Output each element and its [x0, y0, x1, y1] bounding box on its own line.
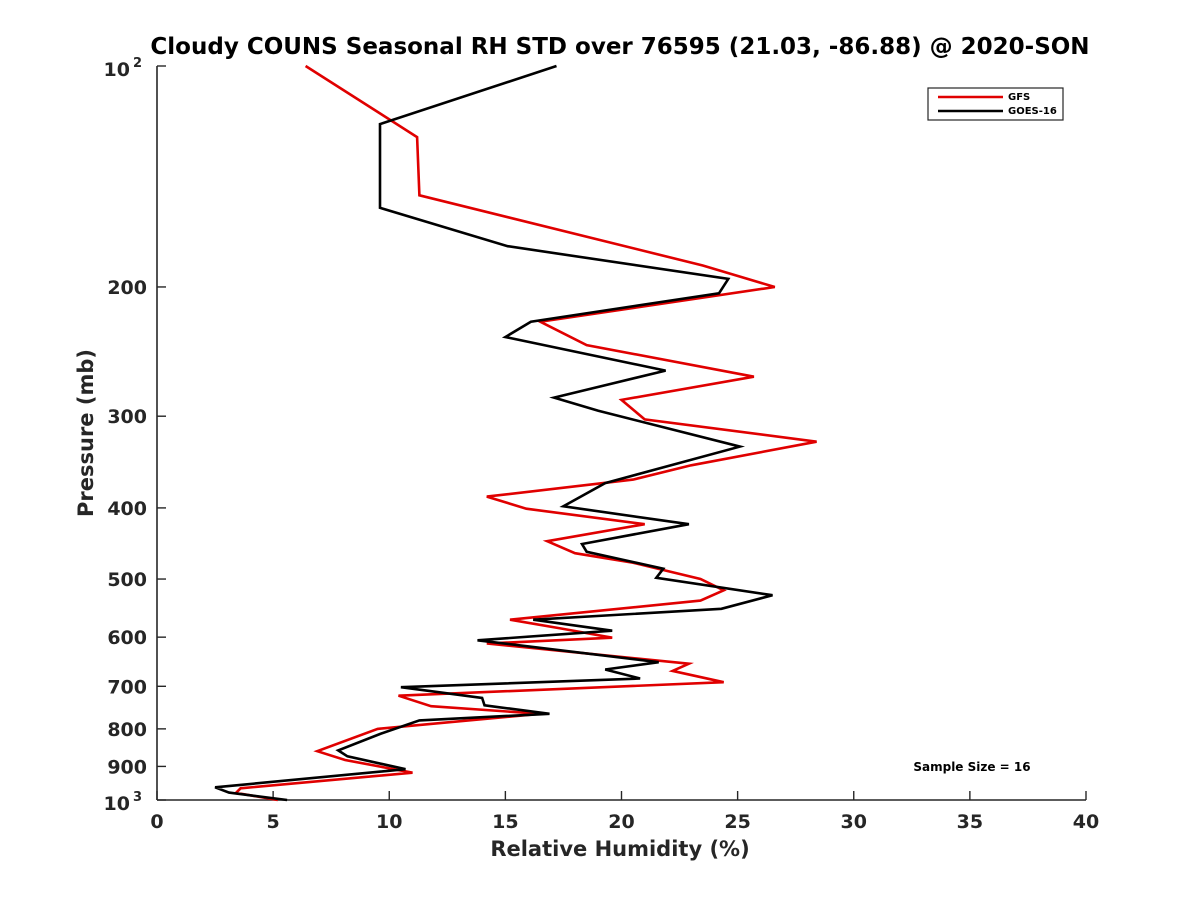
- y-tick-label: 800: [107, 719, 147, 741]
- x-axis-ticks: 0 5 10 15 20 25 30 35 40: [150, 791, 1099, 833]
- series-layer: [214, 64, 817, 802]
- series-line-goes16: [214, 64, 773, 802]
- series-line-gfs: [233, 64, 817, 802]
- chart-title: Cloudy COUNS Seasonal RH STD over 76595 …: [150, 34, 1089, 60]
- y-tick-label-bottom: 10 3: [104, 790, 143, 815]
- y-tick-top-base: 10: [104, 59, 130, 81]
- x-tick-label: 40: [1073, 811, 1099, 833]
- legend-label-goes16: GOES-16: [1008, 106, 1057, 117]
- y-tick-label: 700: [107, 676, 147, 698]
- y-tick-label: 300: [107, 406, 147, 428]
- y-tick-label: 900: [107, 756, 147, 778]
- y-axis-ticks: 200 300 400 500 600 700 800 900: [107, 65, 166, 801]
- y-tick-label: 500: [107, 569, 147, 591]
- x-tick-label: 30: [841, 811, 867, 833]
- y-tick-top-exp: 2: [133, 56, 142, 71]
- y-tick-bottom-exp: 3: [133, 790, 142, 805]
- x-tick-label: 0: [150, 811, 163, 833]
- x-tick-label: 35: [957, 811, 983, 833]
- y-tick-label: 200: [107, 277, 147, 299]
- legend: GFS GOES-16: [927, 87, 1064, 121]
- x-tick-label: 10: [376, 811, 402, 833]
- x-tick-label: 25: [724, 811, 750, 833]
- x-tick-label: 20: [608, 811, 634, 833]
- y-axis-label: Pressure (mb): [74, 349, 98, 517]
- y-tick-label: 600: [107, 627, 147, 649]
- legend-label-gfs: GFS: [1008, 92, 1030, 103]
- sample-size-annotation: Sample Size = 16: [913, 760, 1030, 774]
- x-axis-label: Relative Humidity (%): [490, 837, 749, 861]
- legend-box: [927, 87, 1064, 121]
- y-tick-label-top: 10 2: [104, 56, 143, 81]
- x-tick-label: 15: [492, 811, 518, 833]
- y-tick-bottom-base: 10: [104, 793, 130, 815]
- x-tick-label: 5: [267, 811, 280, 833]
- y-tick-label: 400: [107, 498, 147, 520]
